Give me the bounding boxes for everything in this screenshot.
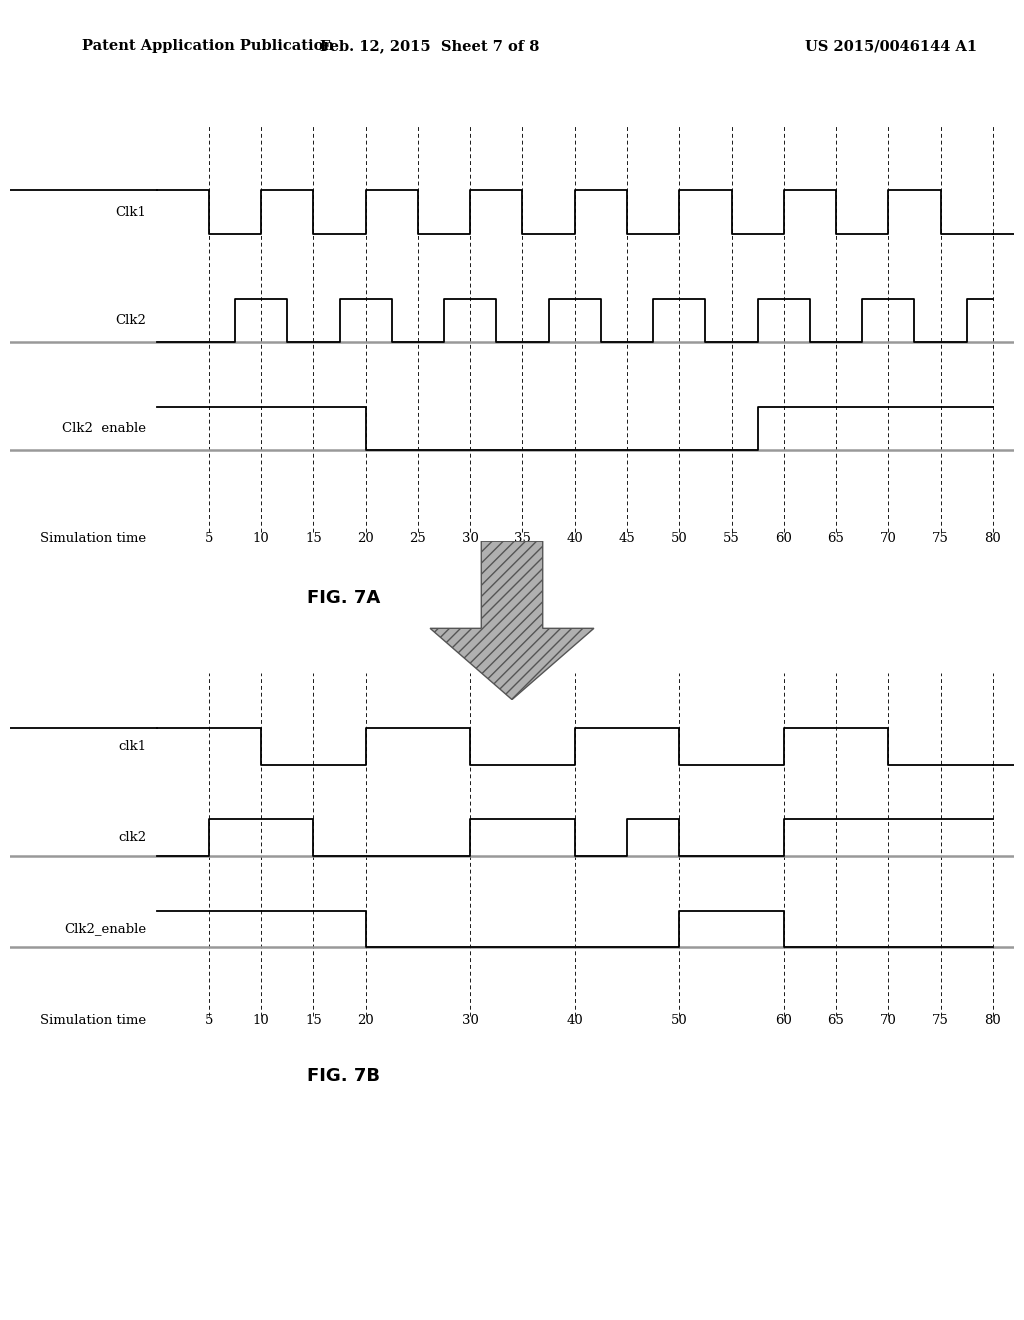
Text: Simulation time: Simulation time: [40, 532, 146, 545]
Text: 50: 50: [671, 532, 688, 545]
Text: FIG. 7B: FIG. 7B: [307, 1067, 380, 1085]
Text: 50: 50: [671, 1014, 688, 1027]
Text: 80: 80: [984, 1014, 1001, 1027]
Text: 5: 5: [205, 1014, 213, 1027]
Text: 30: 30: [462, 1014, 478, 1027]
Text: 25: 25: [410, 532, 426, 545]
Text: 35: 35: [514, 532, 530, 545]
Text: 45: 45: [618, 532, 635, 545]
Text: 40: 40: [566, 532, 583, 545]
Text: 60: 60: [775, 532, 793, 545]
Text: 65: 65: [827, 532, 845, 545]
Text: Clk1: Clk1: [116, 206, 146, 219]
Text: 65: 65: [827, 1014, 845, 1027]
Polygon shape: [430, 541, 594, 700]
Text: Feb. 12, 2015  Sheet 7 of 8: Feb. 12, 2015 Sheet 7 of 8: [321, 40, 540, 53]
Text: Clk2_enable: Clk2_enable: [65, 923, 146, 936]
Text: 30: 30: [462, 532, 478, 545]
Text: US 2015/0046144 A1: US 2015/0046144 A1: [805, 40, 977, 53]
Text: 10: 10: [253, 1014, 269, 1027]
Text: clk2: clk2: [118, 832, 146, 845]
Text: Patent Application Publication: Patent Application Publication: [82, 40, 334, 53]
Text: FIG. 7A: FIG. 7A: [307, 589, 381, 607]
Text: 55: 55: [723, 532, 740, 545]
Text: 5: 5: [205, 532, 213, 545]
Text: 10: 10: [253, 532, 269, 545]
Text: 40: 40: [566, 1014, 583, 1027]
Text: 70: 70: [880, 532, 897, 545]
Text: 80: 80: [984, 532, 1001, 545]
Text: Clk2: Clk2: [116, 314, 146, 327]
Text: 75: 75: [932, 532, 949, 545]
Text: 15: 15: [305, 1014, 322, 1027]
Text: 15: 15: [305, 532, 322, 545]
Text: 75: 75: [932, 1014, 949, 1027]
Text: 20: 20: [357, 532, 374, 545]
Text: Clk2  enable: Clk2 enable: [62, 422, 146, 436]
Text: 60: 60: [775, 1014, 793, 1027]
Text: 20: 20: [357, 1014, 374, 1027]
Text: Simulation time: Simulation time: [40, 1014, 146, 1027]
Text: 70: 70: [880, 1014, 897, 1027]
Text: clk1: clk1: [118, 739, 146, 752]
